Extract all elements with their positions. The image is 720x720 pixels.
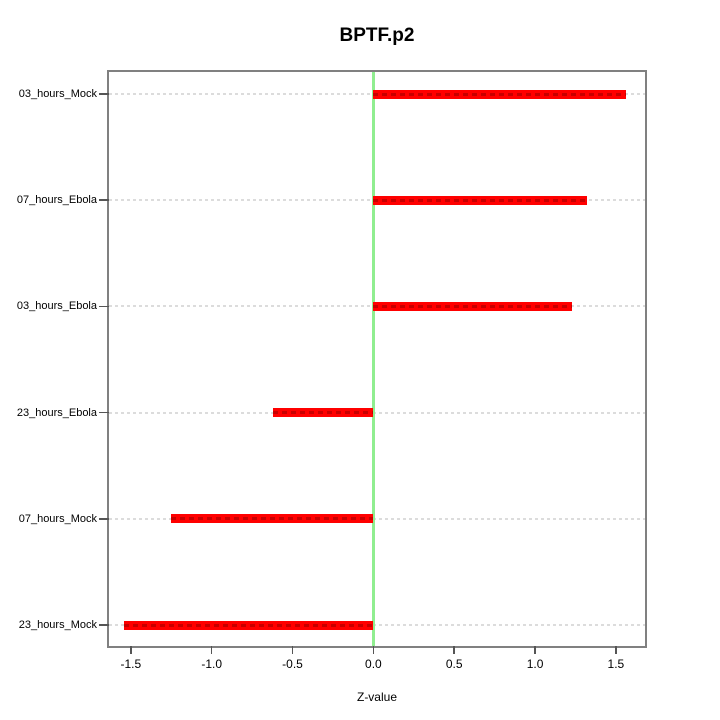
y-tick-label: 03_hours_Mock (18, 88, 97, 100)
y-axis-tick (99, 518, 109, 520)
x-tick-label: 1.0 (526, 657, 544, 671)
y-axis-tick (99, 624, 109, 626)
x-axis-tick (291, 646, 294, 654)
bar-23_hours_Mock (124, 620, 374, 630)
x-axis-title: Z-value (356, 690, 397, 704)
bar-dash-pattern (373, 304, 573, 308)
plot-area: 03_hours_Mock 07_hours_Ebola 03_hours_Ebol… (17, 70, 647, 671)
guide-line (109, 517, 645, 520)
x-axis-tick (453, 646, 455, 654)
x-axis-tick (210, 646, 213, 654)
x-tick-label: -1.0 (201, 657, 223, 671)
chart-title: BPTF.p2 (339, 25, 415, 46)
y-axis-tick (99, 199, 109, 201)
bar-dash-pattern (124, 623, 374, 627)
bar-dash-pattern (373, 198, 587, 202)
bar-03_hours_Mock (373, 89, 626, 99)
bar-23_hours_Ebola (273, 408, 374, 418)
x-tick-label: -1.5 (120, 657, 142, 671)
y-axis-tick (99, 93, 109, 95)
guide-line (109, 624, 645, 626)
y-tick-label: 03_hours_Ebola (16, 300, 97, 313)
bar-dash-pattern (373, 92, 626, 96)
x-tick-label: 1.5 (607, 657, 625, 671)
bar-03_hours_Ebola (373, 301, 573, 311)
x-axis-tick (615, 646, 617, 654)
bar-dash-pattern (273, 411, 374, 415)
x-axis-tick (534, 646, 536, 654)
zero-reference-line (371, 72, 375, 646)
bar-07_hours_Ebola (373, 195, 587, 205)
y-tick-label: 23_hours_Mock (18, 619, 97, 631)
y-axis-tick (99, 305, 109, 308)
guide-line (109, 411, 645, 414)
y-tick-label: 07_hours_Ebola (16, 194, 97, 207)
x-axis-tick (372, 646, 375, 654)
bar-dash-pattern (171, 517, 374, 521)
bar-07_hours_Mock (171, 514, 374, 524)
y-tick-label: 23_hours_Ebola (16, 406, 97, 419)
x-tick-label: 0.0 (365, 657, 382, 671)
y-axis-tick (99, 411, 109, 414)
x-tick-label: -0.5 (282, 657, 303, 671)
x-tick-label: 0.5 (445, 657, 463, 671)
y-tick-label: 07_hours_Mock (18, 512, 97, 525)
x-axis-tick (130, 646, 132, 654)
